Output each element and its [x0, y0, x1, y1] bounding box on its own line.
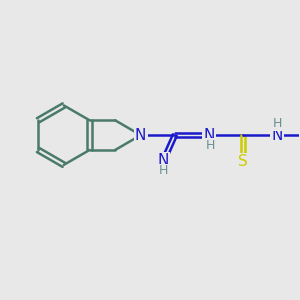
Text: N: N [135, 128, 146, 142]
Text: H: H [273, 117, 282, 130]
Text: N: N [158, 153, 169, 168]
Text: N: N [203, 128, 215, 142]
Text: H: H [206, 139, 215, 152]
Text: N: N [272, 128, 283, 142]
Text: H: H [158, 164, 168, 177]
Text: S: S [238, 154, 248, 169]
